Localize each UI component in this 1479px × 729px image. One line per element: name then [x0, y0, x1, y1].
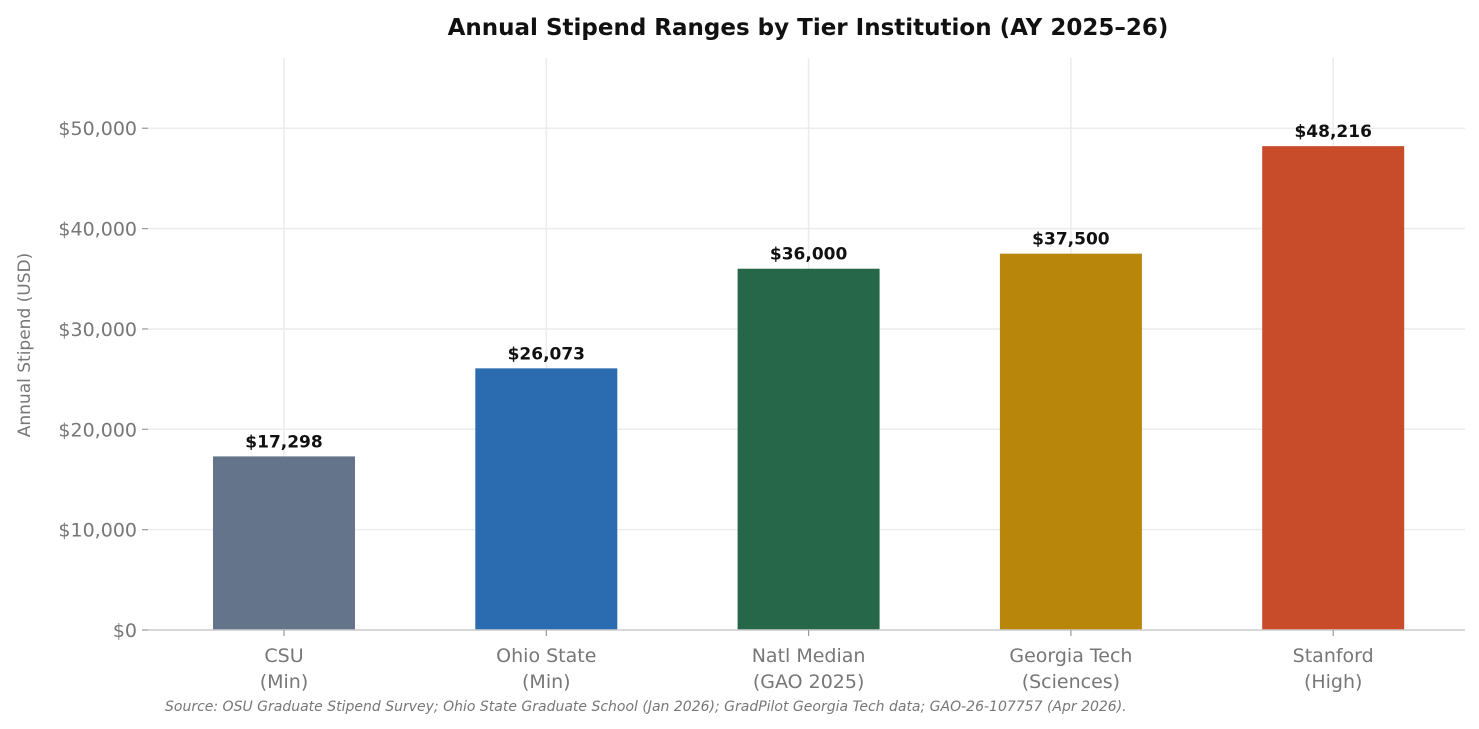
- y-tick-label: $30,000: [58, 319, 137, 341]
- x-tick-label: (Min): [522, 671, 571, 693]
- x-tick-label: (High): [1304, 671, 1363, 693]
- data-label: $17,298: [245, 432, 322, 452]
- bar: [475, 368, 618, 630]
- data-label: $26,073: [508, 344, 585, 364]
- x-tick-label: (GAO 2025): [753, 671, 865, 693]
- x-tick-label: Natl Median: [752, 645, 866, 667]
- y-tick-label: $10,000: [58, 520, 137, 542]
- y-tick-label: $0: [113, 620, 137, 642]
- x-tick-label: CSU: [264, 645, 303, 667]
- x-tick-label: Georgia Tech: [1009, 645, 1132, 667]
- data-labels: $17,298 $26,073 $36,000 $37,500 $48,216: [245, 122, 1372, 452]
- x-tick-label: Stanford: [1293, 645, 1374, 667]
- data-label: $48,216: [1294, 122, 1371, 142]
- bar: [737, 268, 880, 630]
- x-tick-label: (Min): [260, 671, 309, 693]
- y-axis: $0 $10,000 $20,000 $30,000 $40,000 $50,000: [58, 118, 148, 642]
- chart-title: Annual Stipend Ranges by Tier Institutio…: [448, 15, 1169, 41]
- bar: [999, 253, 1142, 630]
- bars: [213, 146, 1405, 631]
- y-tick-label: $20,000: [58, 419, 137, 441]
- y-tick-label: $40,000: [58, 219, 137, 241]
- bar: [213, 456, 355, 630]
- x-axis: CSU (Min) Ohio State (Min) Natl Median (GAO 2…: [148, 629, 1465, 693]
- y-tick-label: $50,000: [58, 118, 137, 140]
- source-note: Source: OSU Graduate Stipend Survey; Ohi…: [165, 699, 1127, 715]
- data-label: $36,000: [770, 245, 848, 265]
- y-axis-label: Annual Stipend (USD): [15, 253, 35, 438]
- bar: [1262, 146, 1405, 631]
- x-tick-label: Ohio State: [496, 645, 596, 667]
- x-tick-label: (Sciences): [1022, 671, 1120, 693]
- data-label: $37,500: [1032, 230, 1110, 250]
